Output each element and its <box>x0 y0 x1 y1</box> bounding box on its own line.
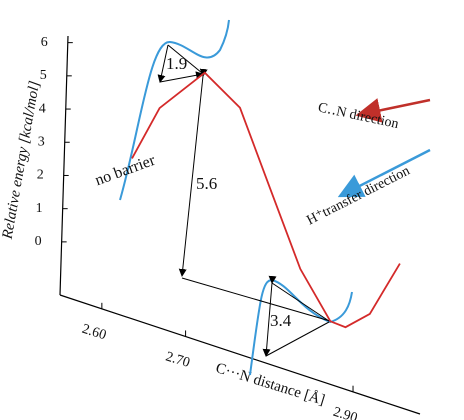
direction-label: H⁺transfer direction <box>304 164 412 229</box>
y-axis <box>60 36 68 295</box>
y-axis-label: Relative energy [kcal/mol] <box>0 79 43 241</box>
annotation: 5.6 <box>196 174 217 193</box>
annotation: no barrier <box>93 152 158 190</box>
y-tick-label: 1 <box>36 201 43 216</box>
x-tick-label: 2.70 <box>164 349 192 371</box>
x-axis <box>60 295 420 414</box>
y-tick-label: 3 <box>38 134 45 149</box>
y-tick-label: 6 <box>41 35 48 50</box>
y-tick-label: 2 <box>37 168 44 183</box>
direction-label: C‥N direction <box>316 100 399 132</box>
y-tick-label: 0 <box>35 234 42 249</box>
annotation: 3.4 <box>270 311 292 330</box>
arrow-line <box>182 278 330 321</box>
x-tick-label: 2.90 <box>331 405 359 420</box>
annotation: 1.9 <box>166 54 187 73</box>
blue-curve <box>250 280 352 375</box>
y-tick-label: 5 <box>40 68 47 83</box>
x-tick-label: 2.60 <box>80 322 108 344</box>
arrow <box>160 74 203 82</box>
x-axis-label: C···N distance [Å] <box>214 360 327 408</box>
y-tick-label: 4 <box>39 101 46 116</box>
